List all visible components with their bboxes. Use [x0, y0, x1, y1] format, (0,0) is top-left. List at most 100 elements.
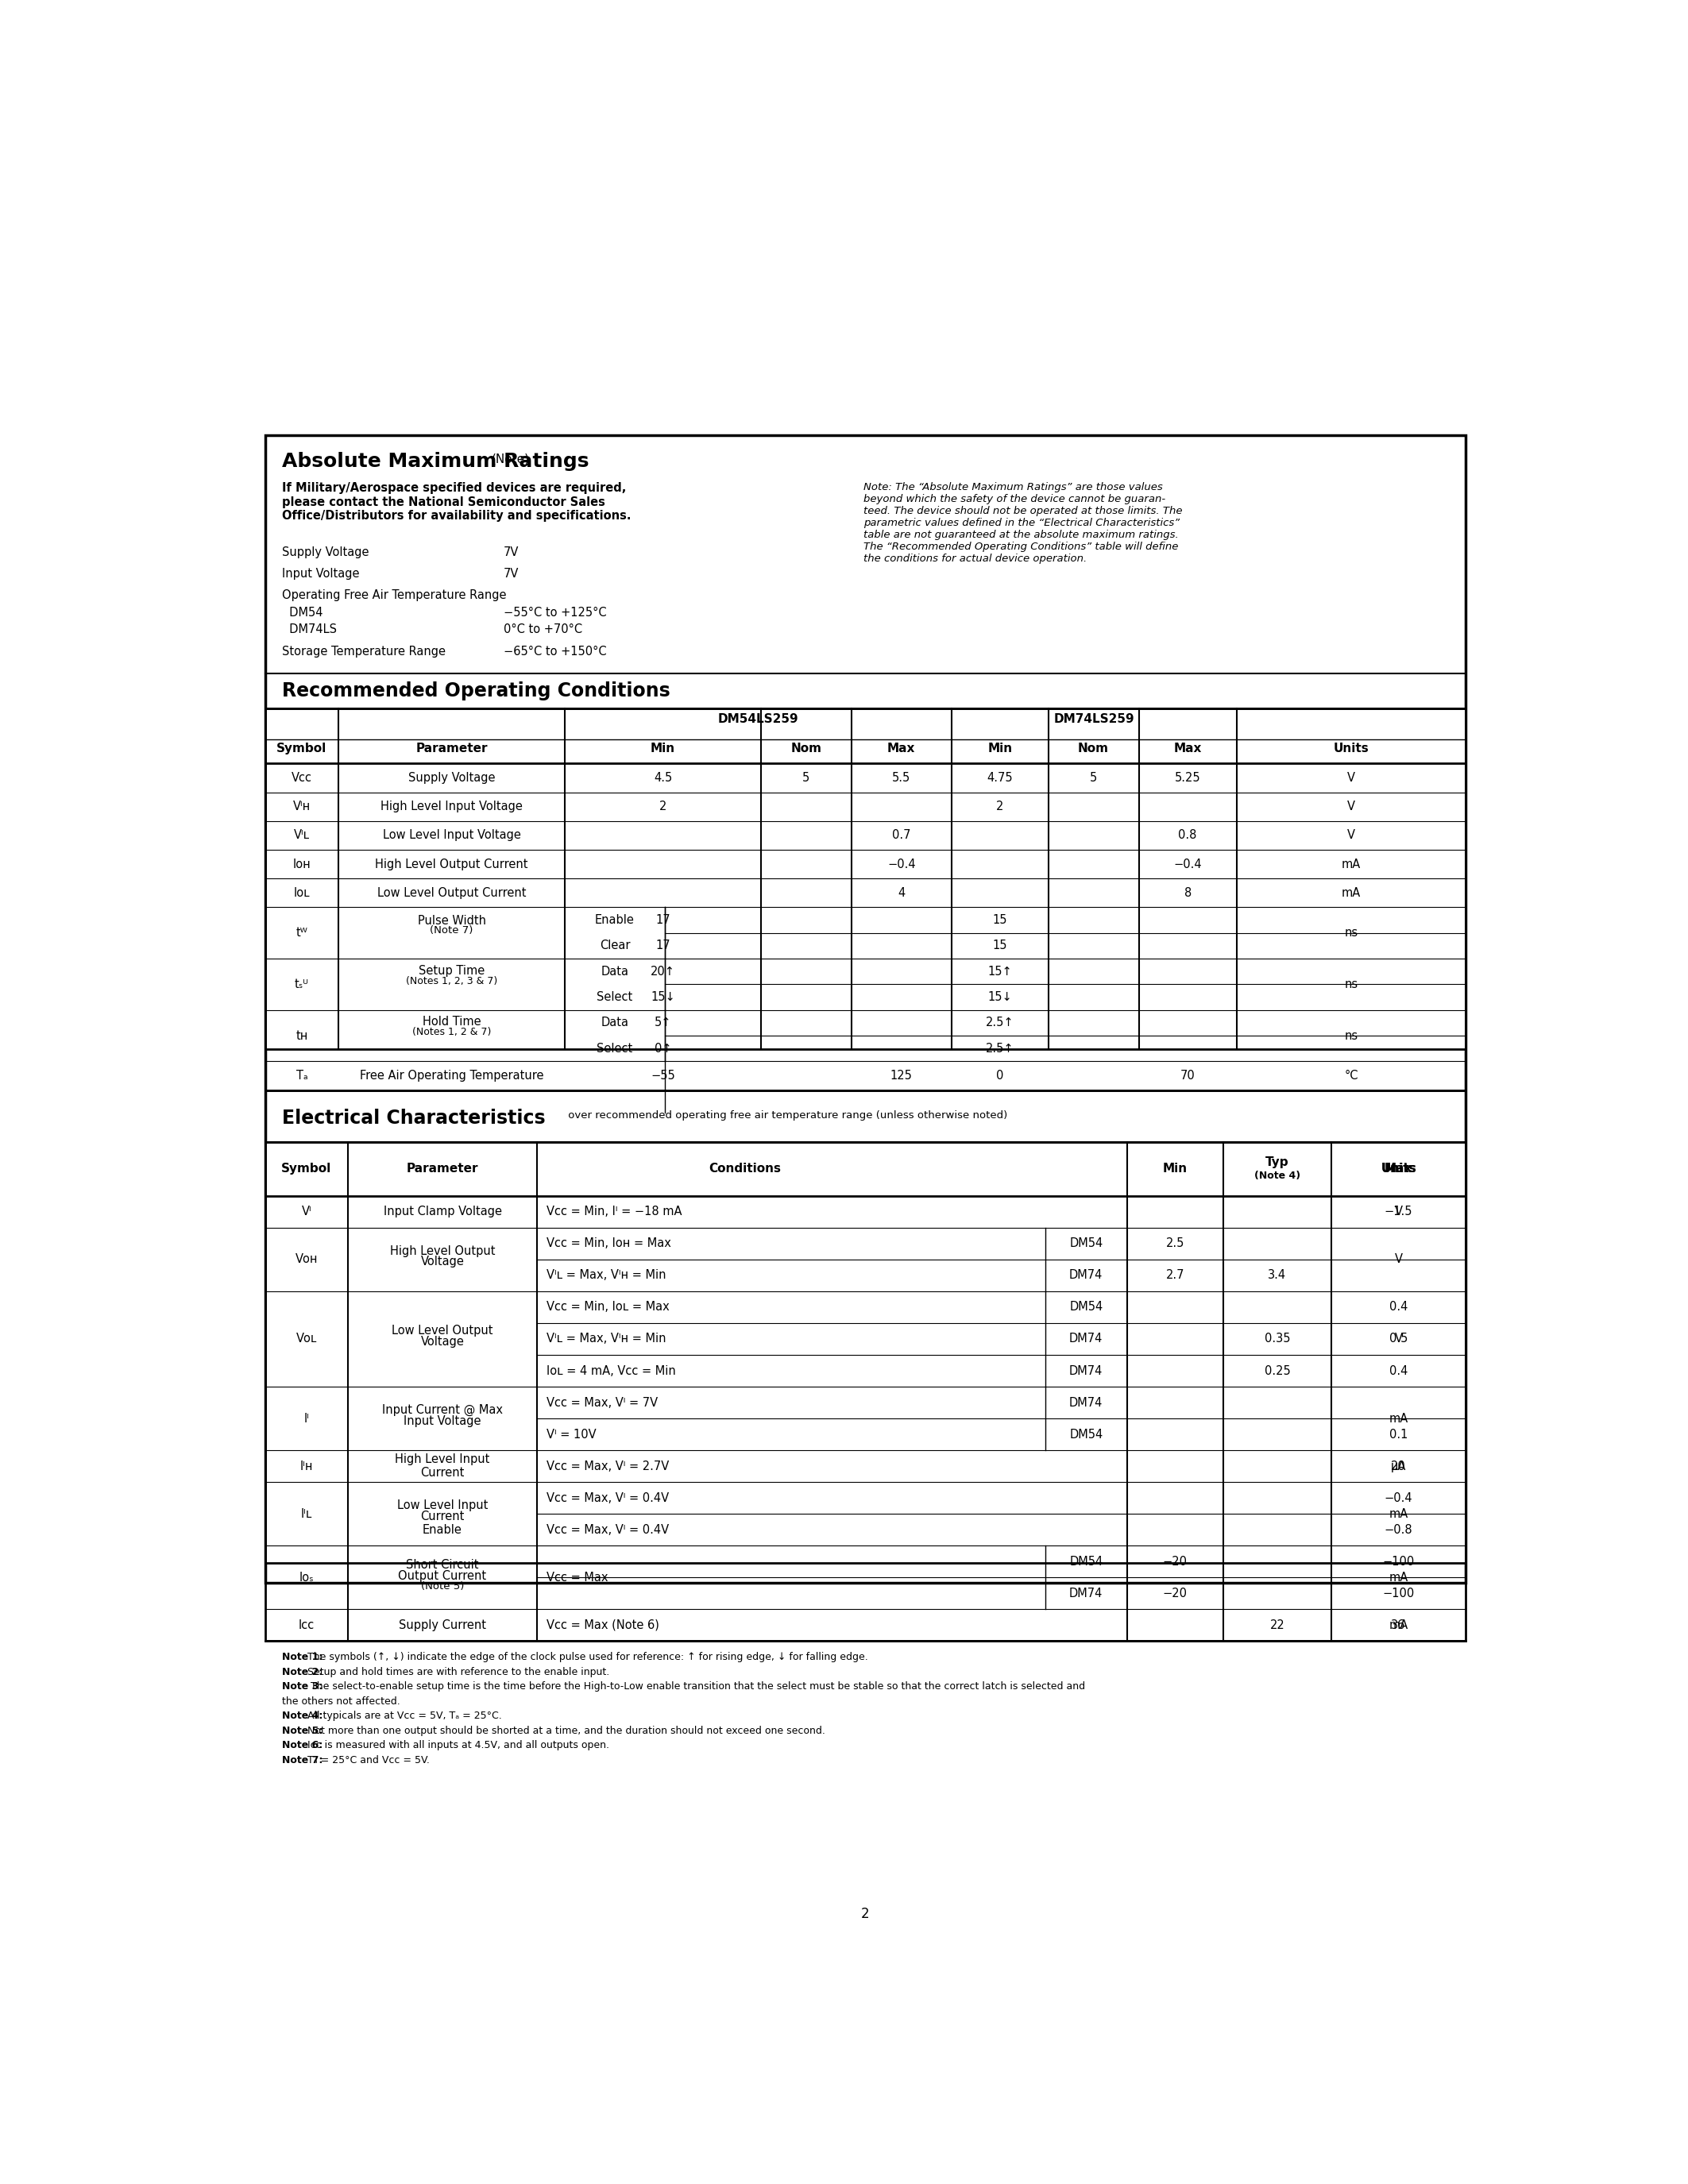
Text: Symbol: Symbol	[277, 743, 327, 756]
Text: Max: Max	[1384, 1164, 1413, 1175]
Text: DM74LS259: DM74LS259	[1053, 714, 1134, 725]
Text: Output Current: Output Current	[398, 1570, 486, 1581]
Text: −0.4: −0.4	[1173, 858, 1202, 869]
Text: Supply Voltage: Supply Voltage	[282, 546, 368, 559]
Text: Vᴵʟ = Max, Vᴵʜ = Min: Vᴵʟ = Max, Vᴵʜ = Min	[547, 1332, 667, 1345]
Text: If Military/Aerospace specified devices are required,
please contact the Nationa: If Military/Aerospace specified devices …	[282, 483, 631, 522]
Text: −1.5: −1.5	[1384, 1206, 1413, 1219]
Text: Supply Current: Supply Current	[398, 1618, 486, 1631]
Text: DM74: DM74	[1069, 1365, 1102, 1376]
Text: Iᴏʜ: Iᴏʜ	[292, 858, 311, 869]
Text: −100: −100	[1382, 1555, 1415, 1568]
Text: Voltage: Voltage	[420, 1334, 464, 1348]
Text: Short Circuit: Short Circuit	[407, 1559, 479, 1570]
Text: DM74: DM74	[1069, 1396, 1102, 1409]
Text: Note 4:: Note 4:	[282, 1710, 322, 1721]
Text: Parameter: Parameter	[415, 743, 488, 756]
Text: Enable: Enable	[422, 1524, 463, 1535]
Text: μA: μA	[1391, 1461, 1406, 1472]
Text: Input Current @ Max: Input Current @ Max	[381, 1404, 503, 1415]
Text: DM54: DM54	[282, 607, 322, 618]
Text: Enable: Enable	[596, 915, 635, 926]
Text: mA: mA	[1389, 1507, 1408, 1520]
Text: Setup and hold times are with reference to the enable input.: Setup and hold times are with reference …	[304, 1666, 609, 1677]
Text: 2: 2	[996, 802, 1004, 812]
Text: Typ: Typ	[1266, 1155, 1290, 1168]
Text: Absolute Maximum Ratings: Absolute Maximum Ratings	[282, 452, 589, 472]
Text: Iᴄᴄ: Iᴄᴄ	[299, 1618, 314, 1631]
Text: 5: 5	[802, 771, 810, 784]
Text: Note 5:: Note 5:	[282, 1725, 322, 1736]
Text: mA: mA	[1389, 1413, 1408, 1424]
Text: Vᴵʟ: Vᴵʟ	[294, 830, 311, 841]
Text: All typicals are at Vᴄᴄ = 5V, Tₐ = 25°C.: All typicals are at Vᴄᴄ = 5V, Tₐ = 25°C.	[304, 1710, 501, 1721]
Text: Units: Units	[1381, 1164, 1416, 1175]
Text: Note 7:: Note 7:	[282, 1754, 322, 1765]
Text: Current: Current	[420, 1511, 464, 1522]
Text: DM74: DM74	[1069, 1332, 1102, 1345]
Text: −0.8: −0.8	[1384, 1524, 1413, 1535]
Text: 70: 70	[1180, 1070, 1195, 1081]
Text: Recommended Operating Conditions: Recommended Operating Conditions	[282, 681, 670, 701]
Text: Iᴄᴄ is measured with all inputs at 4.5V, and all outputs open.: Iᴄᴄ is measured with all inputs at 4.5V,…	[304, 1741, 609, 1749]
Text: ns: ns	[1344, 1029, 1357, 1042]
Text: Note 2:: Note 2:	[282, 1666, 322, 1677]
Text: 15: 15	[993, 939, 1008, 952]
Text: 7V: 7V	[503, 546, 518, 559]
Text: Vᴄᴄ = Max: Vᴄᴄ = Max	[547, 1572, 608, 1583]
Text: Vᴏʟ: Vᴏʟ	[295, 1332, 317, 1345]
Text: −55: −55	[650, 1070, 675, 1081]
Text: 4.75: 4.75	[987, 771, 1013, 784]
Text: (Note): (Note)	[491, 452, 530, 465]
Text: tʜ: tʜ	[295, 1029, 307, 1042]
Text: Input Voltage: Input Voltage	[403, 1415, 481, 1426]
Text: Min: Min	[650, 743, 675, 756]
Text: 0.8: 0.8	[1178, 830, 1197, 841]
Text: 36: 36	[1391, 1618, 1406, 1631]
Text: V: V	[1394, 1254, 1403, 1265]
Text: tₛᵁ: tₛᵁ	[295, 978, 309, 989]
Text: 4: 4	[898, 887, 905, 900]
Text: 5↑: 5↑	[655, 1018, 672, 1029]
Text: Operating Free Air Temperature Range: Operating Free Air Temperature Range	[282, 590, 506, 601]
Text: Vᴵ = 10V: Vᴵ = 10V	[547, 1428, 596, 1439]
Text: tᵂ: tᵂ	[295, 926, 307, 939]
Text: 15↓: 15↓	[650, 992, 675, 1002]
Text: 2: 2	[658, 802, 667, 812]
Text: 0.25: 0.25	[1264, 1365, 1290, 1376]
Text: Select: Select	[598, 992, 633, 1002]
Text: Storage Temperature Range: Storage Temperature Range	[282, 646, 446, 657]
Text: 125: 125	[890, 1070, 913, 1081]
Text: 8: 8	[1183, 887, 1192, 900]
Text: 0°C to +70°C: 0°C to +70°C	[503, 622, 582, 636]
Text: °C: °C	[1344, 1070, 1359, 1081]
Text: Vᴵʟ = Max, Vᴵʜ = Min: Vᴵʟ = Max, Vᴵʜ = Min	[547, 1269, 667, 1282]
Text: Data: Data	[601, 1018, 628, 1029]
Text: Vᴄᴄ = Max, Vᴵ = 0.4V: Vᴄᴄ = Max, Vᴵ = 0.4V	[547, 1492, 668, 1505]
Text: Iᴵ: Iᴵ	[304, 1413, 309, 1424]
Text: Note 3:: Note 3:	[282, 1682, 322, 1693]
Text: Iᴏₛ: Iᴏₛ	[299, 1572, 314, 1583]
Text: High Level Input Voltage: High Level Input Voltage	[381, 802, 523, 812]
Text: −20: −20	[1163, 1588, 1187, 1599]
Text: Vᴄᴄ = Max, Vᴵ = 7V: Vᴄᴄ = Max, Vᴵ = 7V	[547, 1396, 658, 1409]
Text: 17: 17	[655, 915, 670, 926]
Text: Hold Time: Hold Time	[422, 1016, 481, 1029]
Text: Vᴄᴄ: Vᴄᴄ	[292, 771, 312, 784]
Text: DM74LS: DM74LS	[282, 622, 336, 636]
Text: Note: The “Absolute Maximum Ratings” are those values
beyond which the safety of: Note: The “Absolute Maximum Ratings” are…	[864, 483, 1183, 563]
Text: −65°C to +150°C: −65°C to +150°C	[503, 646, 606, 657]
Text: 5.5: 5.5	[893, 771, 910, 784]
Bar	[265, 1142, 1465, 1564]
Text: 5: 5	[1090, 771, 1097, 784]
Text: Note 1:: Note 1:	[282, 1651, 322, 1662]
Text: DM54LS259: DM54LS259	[717, 714, 798, 725]
Bar	[265, 1142, 1465, 1640]
Text: (Note 4): (Note 4)	[1254, 1171, 1300, 1182]
Text: Vᴄᴄ = Min, Iᴏʜ = Max: Vᴄᴄ = Min, Iᴏʜ = Max	[547, 1238, 672, 1249]
Text: Iᴵʟ: Iᴵʟ	[300, 1507, 312, 1520]
Text: 17: 17	[655, 939, 670, 952]
Text: Select: Select	[598, 1042, 633, 1055]
Text: ns: ns	[1344, 926, 1357, 939]
Text: (Note 5): (Note 5)	[420, 1581, 464, 1592]
